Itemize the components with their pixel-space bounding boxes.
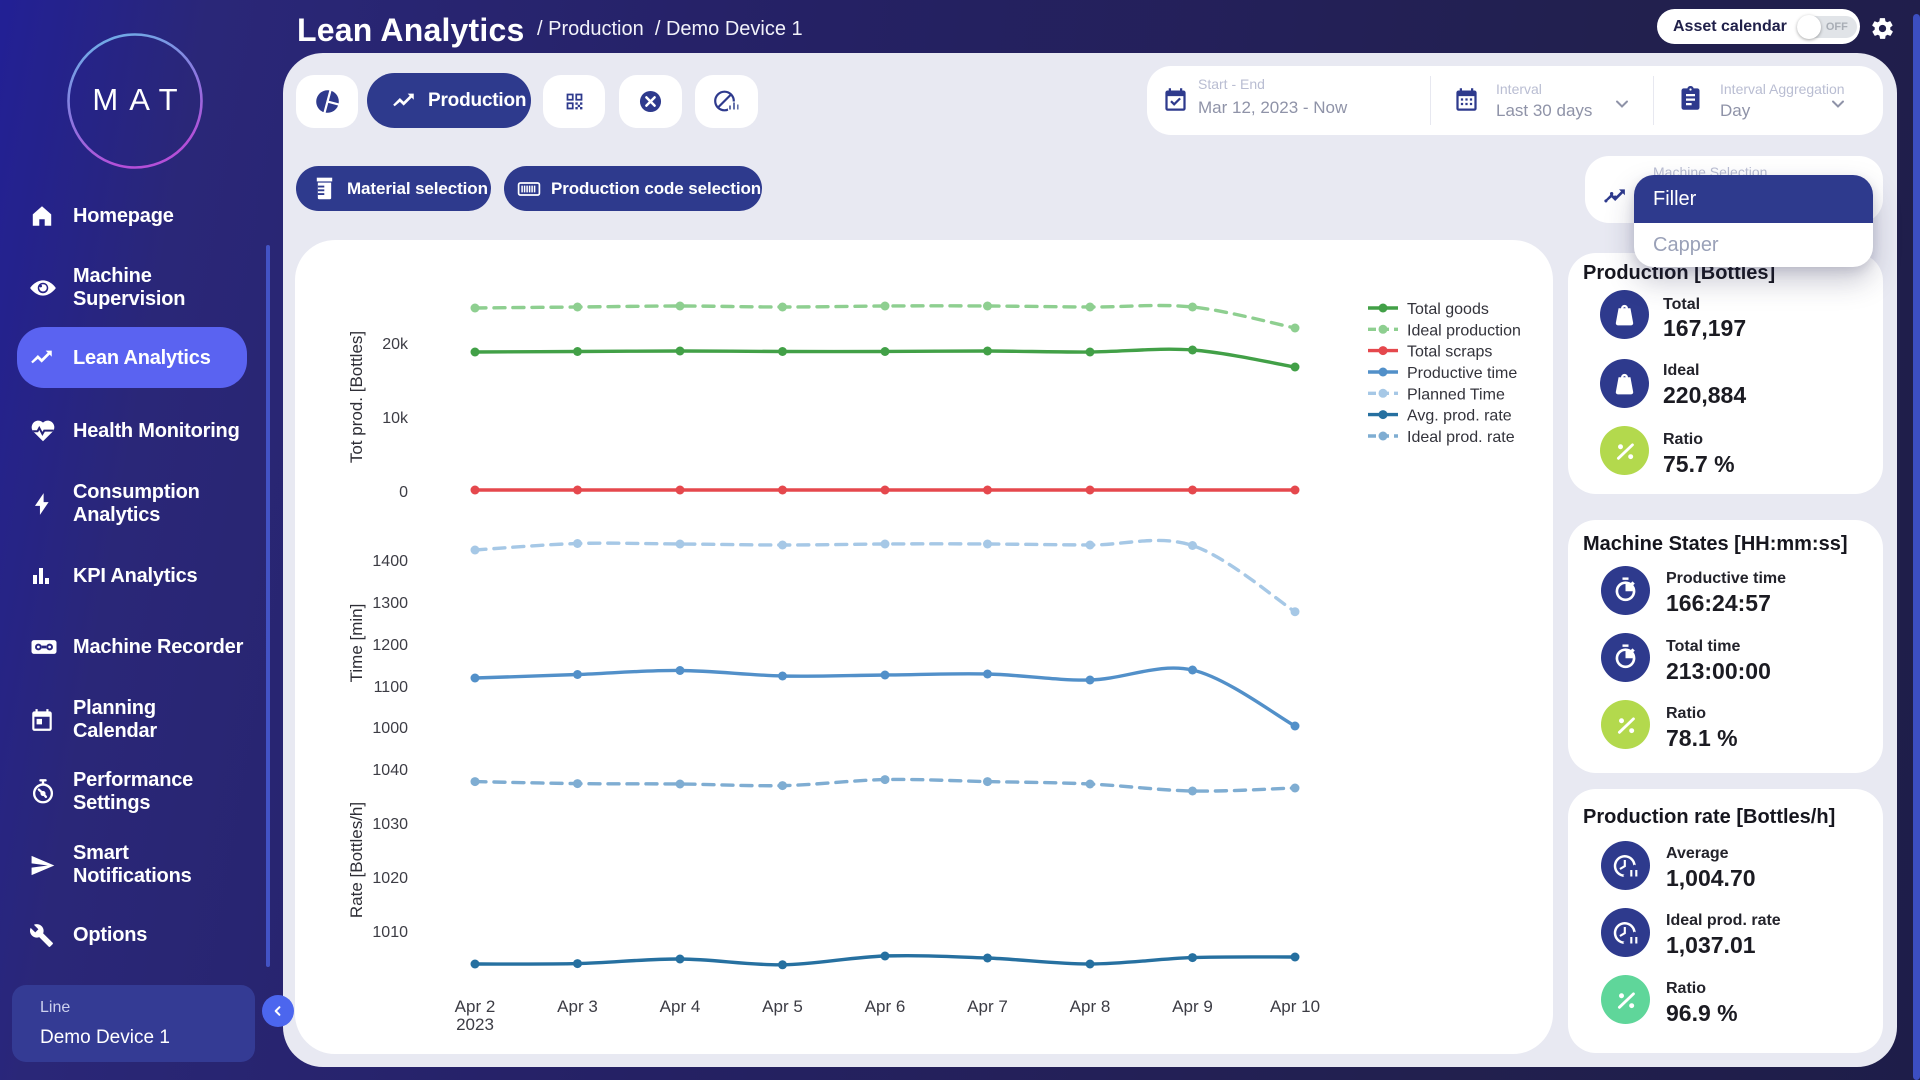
svg-text:Total goods: Total goods [1407, 301, 1489, 318]
svg-text:Ideal prod. rate: Ideal prod. rate [1407, 429, 1515, 446]
svg-text:2023: 2023 [456, 1015, 494, 1034]
svg-text:1000: 1000 [372, 720, 408, 737]
svg-text:Apr 3: Apr 3 [557, 997, 598, 1016]
svg-text:Apr 10: Apr 10 [1270, 997, 1320, 1016]
svg-text:0: 0 [399, 484, 408, 501]
svg-text:Ideal production: Ideal production [1407, 322, 1521, 339]
svg-text:Tot prod. [Bottles]: Tot prod. [Bottles] [347, 331, 366, 463]
svg-text:1200: 1200 [372, 637, 408, 654]
svg-text:Apr 6: Apr 6 [865, 997, 906, 1016]
svg-text:1020: 1020 [372, 870, 408, 887]
svg-text:1400: 1400 [372, 553, 408, 570]
svg-text:Apr 2: Apr 2 [455, 997, 496, 1016]
svg-text:Productive time: Productive time [1407, 365, 1517, 382]
svg-text:Total scraps: Total scraps [1407, 344, 1492, 361]
svg-text:10k: 10k [382, 410, 409, 427]
svg-text:Apr 7: Apr 7 [967, 997, 1008, 1016]
svg-text:20k: 20k [382, 336, 409, 353]
svg-text:Apr 5: Apr 5 [762, 997, 803, 1016]
svg-text:1040: 1040 [372, 762, 408, 779]
svg-text:1300: 1300 [372, 595, 408, 612]
svg-text:Rate [Bottles/h]: Rate [Bottles/h] [347, 802, 366, 918]
svg-text:1100: 1100 [374, 679, 409, 696]
svg-text:Apr 4: Apr 4 [660, 997, 701, 1016]
svg-text:1030: 1030 [372, 816, 408, 833]
svg-text:Apr 8: Apr 8 [1070, 997, 1111, 1016]
svg-text:Planned Time: Planned Time [1407, 386, 1505, 403]
svg-text:Apr 9: Apr 9 [1172, 997, 1213, 1016]
svg-text:Avg. prod. rate: Avg. prod. rate [1407, 408, 1512, 425]
svg-text:1010: 1010 [372, 924, 408, 941]
svg-text:Time [min]: Time [min] [347, 604, 366, 683]
